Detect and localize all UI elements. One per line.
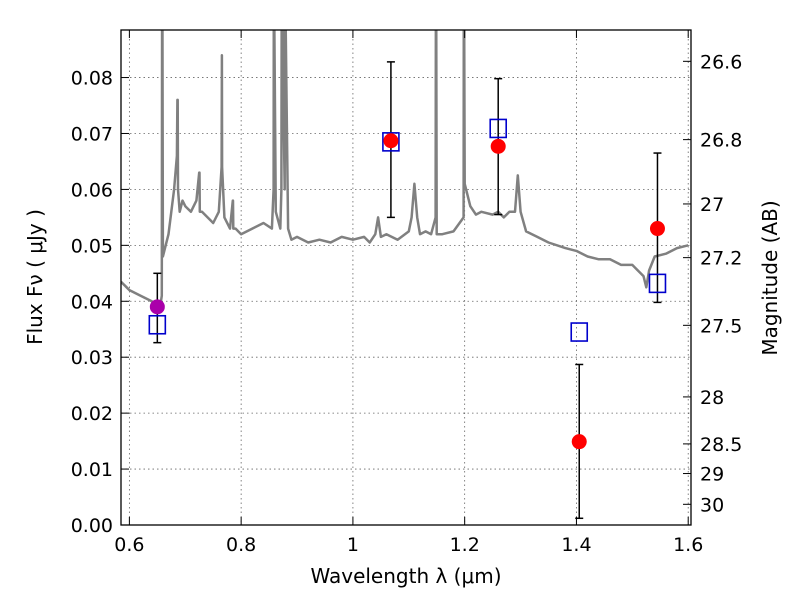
x-tick-label: 1 [347,534,359,556]
right-tick-label: 26.8 [700,130,742,152]
right-tick-label: 28 [700,387,724,409]
spectrum-line [121,30,689,309]
y-tick-label: 0.02 [71,403,113,425]
right-tick-label: 29 [700,464,724,486]
observed-markers-layer [149,133,665,450]
y-tick-label: 0.07 [71,123,113,145]
x-axis-label: Wavelength λ (μm) [310,564,501,588]
y-tick-label: 0.06 [71,179,113,201]
right-tick-label: 27.2 [700,248,742,270]
y-axis-label: Flux Fν ( μJy ) [23,209,47,345]
y-tick-label: 0.03 [71,347,113,369]
observed-point-marker [149,299,165,315]
y-tick-label: 0.04 [71,291,113,313]
model-square-marker [489,118,508,139]
right-tick-label: 28.5 [700,434,742,456]
x-tick-label: 0.8 [226,534,256,556]
axis-ticks: 0.6 0.8 1 1.2 1.4 1.6 0.00 0.01 0.02 0.03 0.04 0.05… [71,30,742,556]
right-axis-label: Magnitude (AB) [758,200,782,355]
x-tick-label: 1.6 [673,534,703,556]
observed-point-marker [490,138,506,154]
x-tick-label: 1.2 [450,534,480,556]
y-tick-label: 0.00 [71,515,113,537]
plot-frame [120,29,692,526]
model-square-marker [648,273,667,294]
y-tick-label: 0.08 [71,68,113,90]
right-tick-label: 27 [700,194,724,216]
observed-point-marker [571,434,587,450]
x-tick-label: 1.4 [561,534,591,556]
observed-point-marker [649,221,665,237]
model-square-marker [148,314,167,335]
y-tick-label: 0.05 [71,235,113,257]
right-tick-label: 30 [700,494,724,516]
model-markers-layer [148,118,667,342]
model-square-marker [570,322,589,342]
x-tick-label: 0.6 [114,534,144,556]
model-square-marker [382,132,400,152]
right-tick-label: 27.5 [700,315,742,337]
observed-point-marker [383,133,399,149]
spectrum-layer [121,30,689,309]
right-tick-label: 26.6 [700,51,742,73]
y-tick-label: 0.01 [71,459,113,481]
